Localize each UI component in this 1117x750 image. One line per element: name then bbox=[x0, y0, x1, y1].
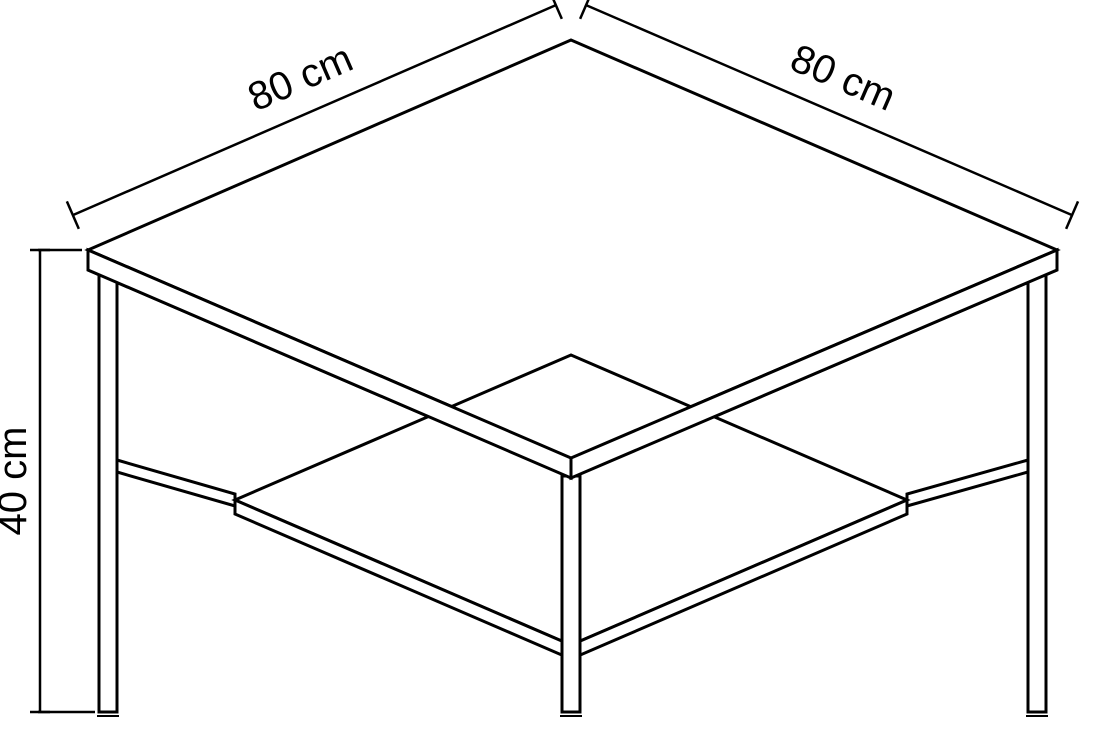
depth-tick-a bbox=[580, 0, 592, 19]
width-tick-a bbox=[67, 201, 79, 229]
table-dimension-diagram: 40 cm 80 cm 80 cm bbox=[0, 0, 1117, 750]
width-tick-b bbox=[550, 0, 562, 19]
front-leg bbox=[562, 476, 580, 712]
depth-label: 80 cm bbox=[784, 36, 901, 120]
width-label: 80 cm bbox=[242, 36, 359, 120]
height-label: 40 cm bbox=[0, 427, 35, 536]
depth-tick-b bbox=[1066, 201, 1078, 229]
left-side-rail bbox=[117, 460, 235, 506]
right-side-rail bbox=[907, 460, 1028, 506]
right-leg bbox=[1028, 268, 1046, 712]
left-leg bbox=[99, 268, 117, 712]
